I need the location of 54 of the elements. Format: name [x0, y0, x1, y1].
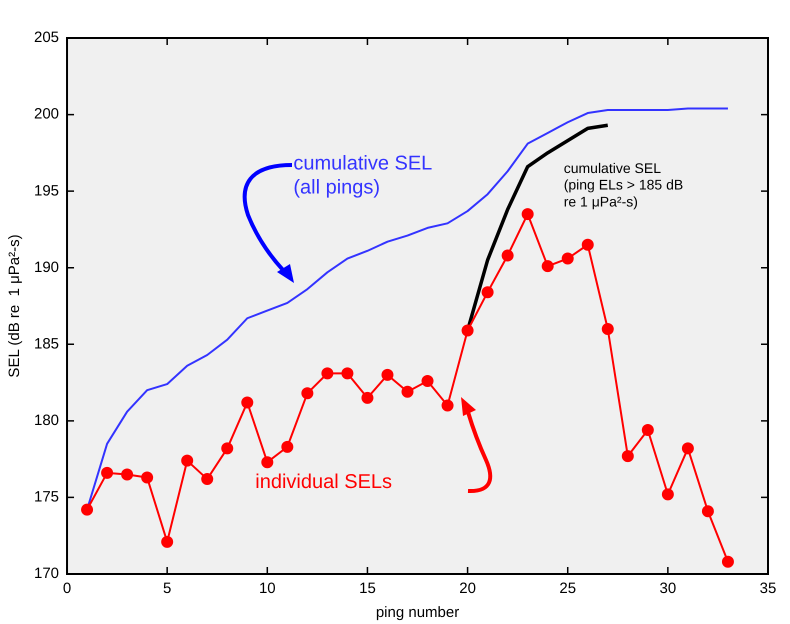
series-label: cumulative SEL (ping ELs > 185 dB re 1 μPa²-s)	[564, 160, 684, 210]
x-tick-label: 25	[559, 580, 576, 598]
y-tick-label: 170	[34, 565, 60, 582]
y-tick-label: 205	[34, 29, 60, 46]
point	[722, 556, 734, 568]
point	[442, 400, 454, 412]
y-tick-label: 195	[34, 182, 60, 200]
point	[161, 536, 174, 548]
point	[81, 504, 94, 516]
y-tick-label: 175	[34, 488, 60, 506]
point	[201, 473, 214, 486]
point	[381, 368, 394, 381]
point	[622, 450, 634, 462]
point	[422, 375, 434, 388]
point	[281, 440, 294, 453]
x-tick-label: 15	[359, 580, 376, 598]
point	[462, 324, 474, 337]
point	[221, 442, 234, 454]
x-tick-label: 30	[660, 580, 676, 598]
y-tick-label: 190	[34, 258, 60, 276]
y-tick-label: 200	[34, 106, 60, 123]
y-tick-label: 185	[34, 335, 60, 352]
point	[502, 249, 514, 262]
point	[602, 322, 614, 335]
point	[101, 466, 114, 479]
series-label: individual SELs	[255, 471, 392, 494]
point	[301, 387, 314, 400]
point	[642, 424, 654, 436]
x-tick-label: 20	[459, 580, 476, 598]
y-axis-title: SEL (dB re 1 μPa²-s)	[6, 234, 24, 378]
point	[482, 286, 494, 298]
x-tick-label: 10	[258, 580, 276, 598]
point	[121, 468, 134, 480]
point	[402, 386, 414, 398]
point	[181, 454, 194, 467]
point	[582, 238, 594, 251]
point	[261, 456, 274, 468]
point	[321, 367, 334, 380]
point	[241, 396, 254, 408]
point	[361, 392, 374, 404]
point	[562, 252, 574, 265]
x-tick-label: 35	[760, 580, 776, 598]
point	[702, 505, 714, 518]
point	[141, 472, 154, 484]
x-tick-label: 5	[162, 580, 172, 598]
y-tick-label: 180	[34, 412, 60, 429]
x-axis-title: ping number	[376, 604, 460, 622]
x-tick-label: 0	[62, 580, 72, 598]
point	[682, 442, 694, 454]
point	[341, 367, 354, 380]
point	[522, 208, 534, 220]
point	[542, 260, 554, 272]
series-label: cumulative SEL (all pings)	[293, 152, 432, 199]
point	[662, 488, 674, 500]
